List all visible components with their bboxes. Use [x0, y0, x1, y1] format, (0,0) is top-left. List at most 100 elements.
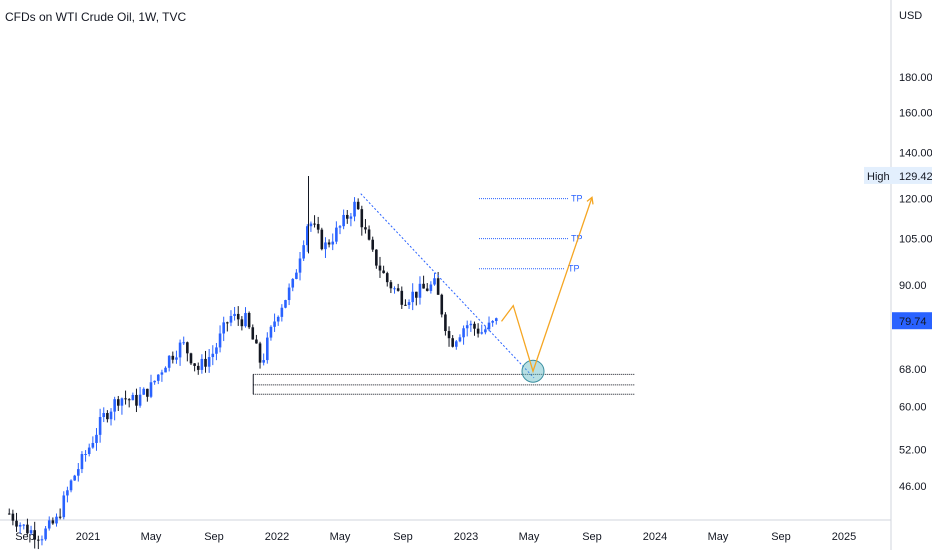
candle-body: [433, 278, 436, 285]
candle-body: [29, 530, 33, 534]
candle-body: [309, 223, 313, 227]
candle-body: [345, 214, 349, 219]
candle-body: [77, 469, 80, 476]
candle-body: [51, 520, 55, 524]
candle-body: [22, 524, 26, 526]
y-tick-label: 60.00: [899, 402, 927, 414]
candle-body: [62, 495, 66, 518]
candle-body: [207, 357, 211, 367]
candle-body: [266, 337, 269, 361]
x-tick-label: Sep: [15, 531, 35, 543]
y-tick-label: 180.00: [899, 72, 932, 84]
candle-body: [226, 322, 229, 324]
candle-body: [153, 380, 156, 383]
candle-body: [284, 300, 287, 308]
candle-body: [33, 530, 36, 540]
tp-label: TP: [571, 234, 583, 244]
y-tick-label: 46.00: [899, 481, 927, 493]
candle-body: [138, 394, 142, 406]
candle-body: [11, 513, 15, 521]
candle-body: [113, 399, 116, 412]
candle-body: [455, 341, 458, 347]
last-price-label: 79.74: [899, 316, 927, 328]
y-tick-label: 90.00: [899, 280, 927, 292]
candle-body: [204, 358, 207, 367]
candle-body: [156, 374, 160, 381]
tp-label: TP: [568, 264, 580, 274]
candle-body: [211, 353, 215, 358]
candle-body: [342, 214, 345, 227]
candle-body: [415, 291, 418, 298]
candle-body: [327, 242, 331, 245]
candle-body: [356, 201, 360, 210]
candle-body: [491, 321, 494, 323]
candle-body: [91, 442, 95, 448]
candle-body: [189, 353, 193, 364]
candle-body: [476, 328, 480, 334]
candle-body: [164, 367, 167, 373]
candle-body: [407, 302, 411, 306]
candle-body: [400, 290, 404, 305]
candle-body: [120, 398, 124, 406]
candle-body: [124, 398, 127, 400]
candle-body: [436, 278, 440, 295]
tp-label: TP: [571, 194, 583, 204]
x-tick-label: May: [708, 531, 729, 543]
y-tick-label: 120.00: [899, 194, 932, 206]
candle-body: [396, 288, 400, 291]
candle-body: [458, 337, 462, 342]
candle-body: [196, 365, 200, 370]
candle-body: [15, 520, 18, 527]
x-tick-label: Sep: [771, 531, 791, 543]
projection-path: [500, 197, 593, 374]
y-tick-label: 140.00: [899, 147, 932, 159]
candle-body: [175, 357, 178, 360]
candle-body: [494, 318, 498, 322]
candle-body: [262, 360, 265, 363]
candle-body: [186, 342, 189, 354]
candle-body: [287, 287, 291, 301]
candle-body: [385, 273, 389, 283]
candle-body: [251, 327, 255, 340]
last-price-badge[interactable]: [892, 312, 932, 330]
candle-body: [160, 372, 164, 375]
candle-body: [367, 229, 371, 240]
candle-body: [233, 313, 236, 316]
candle-body: [80, 454, 84, 470]
candle-body: [484, 329, 487, 333]
candle-body: [418, 283, 422, 298]
candle-body: [146, 388, 149, 397]
candle-body: [305, 226, 309, 246]
candle-body: [444, 314, 447, 332]
candle-body: [66, 490, 69, 496]
candle-body: [47, 520, 51, 529]
candle-body: [382, 270, 385, 274]
candle-body: [229, 315, 233, 323]
candle-body: [451, 338, 454, 347]
candle-body: [258, 343, 262, 363]
x-tick-label: 2023: [454, 531, 478, 543]
candle-body: [218, 333, 222, 348]
candle-body: [480, 332, 484, 334]
candle-body: [127, 399, 131, 401]
candle-body: [280, 307, 284, 317]
candle-body: [313, 223, 316, 225]
candle-body: [58, 516, 62, 518]
candle-body: [131, 394, 135, 401]
candle-body: [276, 316, 280, 322]
candle-body: [375, 249, 378, 266]
candle-body: [178, 342, 182, 358]
candle-body: [393, 288, 396, 290]
candle-body: [269, 326, 273, 338]
candle-body: [37, 539, 40, 541]
x-tick-label: 2021: [76, 531, 100, 543]
candle-body: [200, 358, 204, 370]
candle-body: [222, 322, 225, 334]
candle-body: [411, 291, 414, 303]
candle-body: [84, 454, 87, 456]
candle-body: [244, 312, 247, 327]
x-tick-label: 2025: [832, 531, 856, 543]
trendline: [360, 193, 535, 379]
candle-body: [193, 363, 196, 366]
